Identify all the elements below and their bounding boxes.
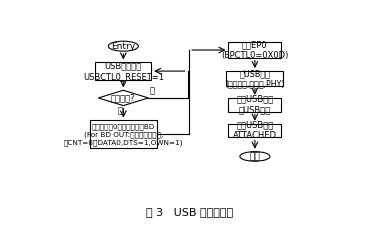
- Bar: [228, 124, 281, 137]
- Text: 设置USB状态
ATTACHED: 设置USB状态 ATTACHED: [233, 121, 277, 140]
- Ellipse shape: [108, 41, 138, 51]
- Text: 初始化端点0的缓冲描述符BD
(For BD OUT:设置缓冲器地址,
置CNT=8，DATA0,DTS=1,OWN=1): 初始化端点0的缓冲描述符BD (For BD OUT:设置缓冲器地址, 置CNT…: [63, 123, 183, 145]
- Text: Entry: Entry: [111, 42, 135, 51]
- Bar: [90, 121, 157, 148]
- Text: 使能USB模块
与USB中断: 使能USB模块 与USB中断: [236, 95, 273, 115]
- Polygon shape: [98, 90, 148, 106]
- Text: 返回: 返回: [249, 152, 260, 161]
- Bar: [226, 71, 283, 86]
- Text: 配USB模块
(上拉电阻,稳压器,PHY): 配USB模块 (上拉电阻,稳压器,PHY): [225, 69, 284, 89]
- Text: USB模块复位
USBCTL0_RESET=1: USB模块复位 USBCTL0_RESET=1: [83, 61, 164, 81]
- Text: 使能EP0
(EPCTL0=0X0D): 使能EP0 (EPCTL0=0X0D): [221, 40, 289, 60]
- Bar: [228, 98, 281, 112]
- Text: 复位结束?: 复位结束?: [111, 93, 135, 102]
- Text: 否: 否: [150, 87, 155, 96]
- Bar: [228, 42, 281, 58]
- Bar: [96, 62, 151, 80]
- Ellipse shape: [240, 152, 270, 161]
- Text: 是: 是: [117, 107, 123, 116]
- Text: 图 3   USB 模块初始化: 图 3 USB 模块初始化: [145, 207, 233, 217]
